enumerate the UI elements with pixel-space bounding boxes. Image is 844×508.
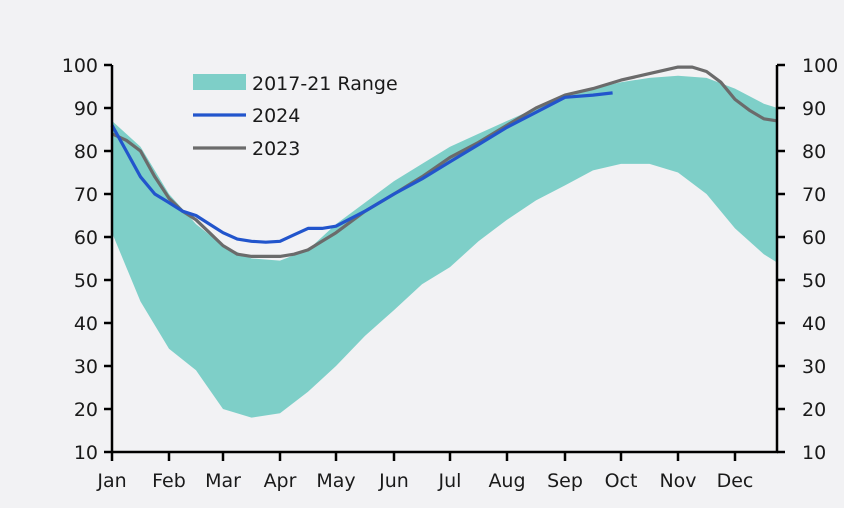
range-area [112,75,778,418]
x-tick-label-nov: Nov [659,470,696,492]
legend-label-2023: 2023 [252,138,300,160]
right-y-tick-label: 10 [802,442,826,464]
left-y-tick-label: 90 [74,98,98,120]
left-y-tick-label: 30 [74,356,98,378]
x-tick-label-sep: Sep [547,470,583,492]
right-y-ticks: 100 90 80 70 60 50 40 30 20 10 [777,55,838,464]
legend-label-2024: 2024 [252,105,300,127]
right-y-tick-label: 30 [802,356,826,378]
x-tick-label-jan: Jan [96,470,126,492]
right-y-tick-label: 40 [802,313,826,335]
left-y-tick-label: 20 [74,399,98,421]
x-tick-label-feb: Feb [152,470,186,492]
right-y-tick-label: 60 [802,227,826,249]
left-y-tick-label: 70 [74,184,98,206]
right-y-tick-label: 90 [802,98,826,120]
right-y-tick-label: 50 [802,270,826,292]
left-y-tick-label: 60 [74,227,98,249]
left-y-tick-label: 10 [74,442,98,464]
legend-swatch-range [193,74,246,90]
left-y-tick-label: 80 [74,141,98,163]
x-ticks: Jan Feb Mar Apr May Jun Jul Aug Sep Oct Nov Dec [96,452,753,492]
series-line-2024 [110,91,613,244]
left-y-tick-label: 100 [62,55,98,77]
right-y-tick-label: 70 [802,184,826,206]
right-y-tick-label: 100 [802,55,838,77]
x-tick-label-jun: Jun [378,470,409,492]
right-y-tick-label: 20 [802,399,826,421]
legend-label-range: 2017-21 Range [252,73,398,95]
x-tick-label-aug: Aug [488,470,525,492]
x-tick-label-mar: Mar [205,470,241,492]
x-tick-label-dec: Dec [717,470,754,492]
x-tick-label-apr: Apr [264,470,297,492]
left-y-tick-label: 50 [74,270,98,292]
legend: 2017-21 Range 2024 2023 [193,73,398,160]
x-tick-label-oct: Oct [605,470,638,492]
x-tick-label-may: May [316,470,355,492]
plot-area [110,65,778,418]
axes: 100 90 80 70 60 50 40 30 20 10 100 90 80 70 60 50 40 30 2… [62,55,839,492]
x-tick-label-jul: Jul [438,470,462,492]
left-y-tick-label: 40 [74,313,98,335]
left-y-ticks: 100 90 80 70 60 50 40 30 20 10 [62,55,112,464]
right-y-tick-label: 80 [802,141,826,163]
